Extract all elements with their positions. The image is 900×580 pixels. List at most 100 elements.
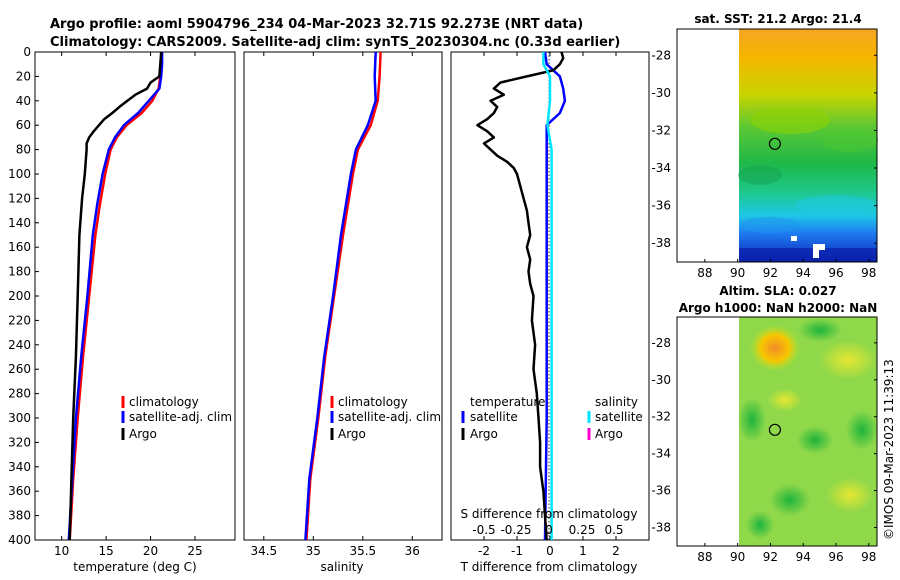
temperature-x-axis: 10 15 20 25 [54, 52, 203, 558]
lon-tick-label: 90 [730, 550, 745, 564]
y-tick-label: 320 [8, 435, 31, 449]
difference-xlabel: T difference from climatology [460, 560, 638, 574]
x-tick-label: 1 [579, 544, 587, 558]
s-tick-label: -0.5 [472, 523, 495, 537]
difference-series [476, 52, 567, 540]
s-difference-label: S difference from climatology [461, 507, 638, 521]
y-tick-label: 220 [8, 313, 31, 327]
x-tick-label: 10 [54, 544, 69, 558]
lon-tick-label: 98 [861, 266, 876, 280]
sst-texture [738, 165, 782, 185]
legend-label-climatology: climatology [129, 395, 199, 409]
salinity-legend: climatology satellite-adj. clim Argo [330, 395, 441, 441]
sst-map-title: sat. SST: 21.2 Argo: 21.4 [694, 12, 861, 26]
temperature-series [67, 52, 164, 540]
x-tick-label: 0 [546, 544, 554, 558]
lat-tick-label: -34 [651, 447, 671, 461]
lat-tick-label: -38 [651, 521, 671, 535]
depth-axis: 0 20 40 60 80 100 120 140 160 180 200 220 240 260 280 3… [8, 45, 39, 547]
sla-map-panel: Altim. SLA: 0.027 Argo h1000: NaN h2000:… [651, 284, 878, 564]
sst-texture [822, 128, 878, 152]
salinity-panel: 34.5 35 35.5 36 salinity climatology satell… [243, 51, 443, 574]
series-line-climatology [305, 52, 382, 540]
x-tick-label: 15 [98, 544, 113, 558]
y-tick-label: 160 [8, 240, 31, 254]
difference-legend: temperature satellite Argo salinity sate… [461, 395, 643, 441]
y-tick-label: 380 [8, 509, 31, 523]
lat-tick-label: -32 [651, 410, 671, 424]
y-tick-label: 280 [8, 387, 31, 401]
legend-label-satellite-t: satellite [470, 410, 518, 424]
difference-x-axis: -2 -1 0 1 2 [478, 52, 620, 558]
y-tick-label: 260 [8, 362, 31, 376]
y-tick-label: 0 [23, 45, 31, 59]
legend-title-temperature: temperature [470, 395, 545, 409]
y-tick-label: 20 [16, 69, 31, 83]
series-line-climatology [68, 52, 163, 540]
lon-tick-label: 92 [763, 266, 778, 280]
sst-texture [750, 106, 830, 134]
y-tick-label: 300 [8, 411, 31, 425]
y-tick-label: 200 [8, 289, 31, 303]
sst-land-mask [819, 244, 825, 250]
sla-eddy [749, 324, 801, 372]
temperature-axes-box [34, 51, 236, 541]
legend-title-salinity: salinity [595, 395, 638, 409]
lon-tick-label: 90 [730, 266, 745, 280]
lon-tick-label: 96 [828, 266, 843, 280]
sla-map-subtitle: Argo h1000: NaN h2000: NaN [679, 301, 878, 315]
y-tick-label: 180 [8, 265, 31, 279]
x-tick-label: 34.5 [250, 544, 277, 558]
y-tick-label: 120 [8, 191, 31, 205]
legend-label-climatology: climatology [338, 395, 408, 409]
legend-label-argo: Argo [129, 427, 157, 441]
argo-location-marker [768, 423, 782, 436]
y-tick-label: 40 [16, 94, 31, 108]
s-tick-label: -0.25 [500, 523, 531, 537]
lat-tick-label: -38 [651, 236, 671, 250]
legend-label-satellite: satellite-adj. clim [129, 410, 232, 424]
header-title-line1: Argo profile: aoml 5904796_234 04-Mar-20… [50, 17, 583, 32]
sla-eddy [846, 410, 878, 450]
sst-texture [739, 248, 877, 262]
y-tick-label: 60 [16, 118, 31, 132]
lat-tick-label: -34 [651, 161, 671, 175]
sst-map-panel: sat. SST: 21.2 Argo: 21.4 88 90 92 94 96 98 -2… [651, 12, 878, 280]
salinity-xlabel: salinity [320, 560, 363, 574]
sla-eddy [746, 511, 774, 539]
s-difference-ticklabels: -0.5 -0.25 0 0.25 0.5 [472, 523, 623, 537]
x-tick-label: 2 [612, 544, 620, 558]
lon-tick-label: 96 [828, 550, 843, 564]
y-tick-label: 360 [8, 484, 31, 498]
lat-tick-label: -28 [651, 48, 671, 62]
x-tick-label: -2 [478, 544, 490, 558]
sla-map-axes: 88 90 92 94 96 98 -28 -30 -32 -34 -36 -38 [651, 336, 877, 564]
temperature-panel: 0 20 40 60 80 100 120 140 160 180 200 220 240 260 280 3… [8, 45, 236, 574]
x-tick-label: 36 [405, 544, 420, 558]
lat-tick-label: -36 [651, 199, 671, 213]
series-line-argo-t [476, 52, 565, 540]
x-tick-label: 20 [143, 544, 158, 558]
legend-label-argo: Argo [338, 427, 366, 441]
y-tick-label: 400 [8, 533, 31, 547]
temperature-legend: climatology satellite-adj. clim Argo [121, 395, 232, 441]
s-tick-label: 0 [545, 523, 553, 537]
legend-label-satellite-s: satellite [595, 410, 643, 424]
sla-map-frame [676, 316, 878, 547]
series-line-satellite-s [542, 52, 553, 540]
lon-tick-label: 88 [697, 550, 712, 564]
s-tick-label: 0.5 [604, 523, 623, 537]
series-line-satellite-adj-clim [304, 52, 377, 540]
lat-tick-label: -30 [651, 86, 671, 100]
lat-tick-label: -30 [651, 373, 671, 387]
lon-tick-label: 92 [763, 550, 778, 564]
legend-label-argo-s: Argo [595, 427, 623, 441]
sla-eddy [798, 318, 842, 342]
lat-tick-label: -32 [651, 123, 671, 137]
sla-eddy [767, 388, 803, 412]
sst-land-mask [813, 244, 819, 258]
x-tick-label: 25 [187, 544, 202, 558]
lon-tick-label: 98 [861, 550, 876, 564]
sla-eddy [770, 484, 810, 516]
